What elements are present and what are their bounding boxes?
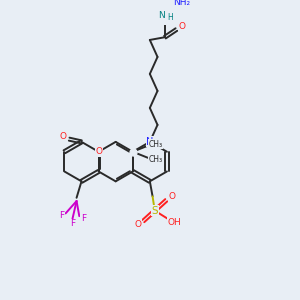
- Text: O: O: [168, 193, 175, 202]
- Text: O: O: [60, 132, 67, 141]
- Text: F: F: [59, 211, 64, 220]
- Text: N: N: [158, 11, 165, 20]
- Text: O: O: [95, 147, 102, 156]
- Text: O: O: [134, 220, 141, 229]
- Text: S: S: [152, 206, 158, 216]
- Text: F: F: [81, 214, 86, 223]
- Text: F: F: [70, 219, 75, 228]
- Text: N: N: [146, 137, 154, 147]
- Text: O: O: [179, 22, 186, 31]
- Text: OH: OH: [168, 218, 182, 227]
- Text: NH₂: NH₂: [173, 0, 190, 7]
- Text: CH₃: CH₃: [148, 155, 162, 164]
- Text: CH₃: CH₃: [148, 140, 162, 148]
- Text: H: H: [167, 13, 173, 22]
